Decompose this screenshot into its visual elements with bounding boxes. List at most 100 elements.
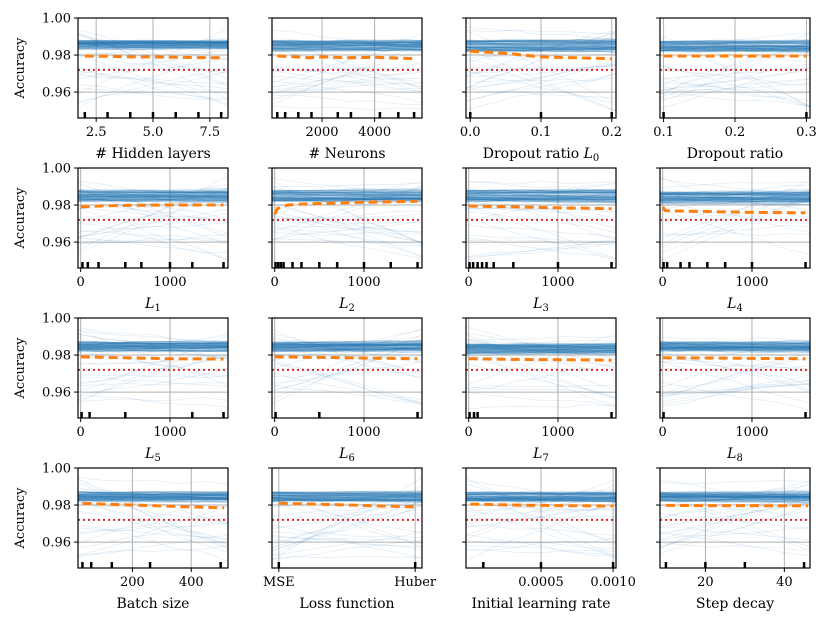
panel-9-plot-area [78, 318, 228, 418]
ice-line [272, 344, 422, 347]
ice-line-outlier [272, 556, 422, 560]
ice-line [78, 199, 228, 203]
ice-line [660, 492, 810, 496]
panel-title: L5 [144, 446, 161, 464]
ice-line [466, 348, 616, 351]
ice-line-outlier [272, 33, 422, 88]
x-tick-label: 2.5 [86, 125, 107, 140]
ice-line-outlier [660, 374, 810, 404]
ice-line [78, 497, 228, 501]
ice-line [660, 198, 810, 202]
ice-line [272, 42, 422, 46]
ice-line [78, 492, 228, 495]
ice-line [272, 197, 422, 201]
ice-line [78, 39, 228, 43]
ice-line-outlier [272, 361, 422, 384]
ice-line-outlier [466, 206, 616, 211]
ice-line-outlier [660, 197, 810, 223]
ice-line [272, 40, 422, 44]
ice-line [660, 45, 810, 49]
ice-line [466, 349, 616, 353]
ice-line-outlier [660, 39, 810, 50]
ice-line [466, 351, 616, 355]
ice-line [272, 190, 422, 194]
ice-line [78, 191, 228, 194]
ice-line [272, 342, 422, 345]
ice-line [660, 199, 810, 203]
ice-line [272, 198, 422, 203]
ice-line [660, 496, 810, 499]
ice-line [466, 197, 616, 200]
ice-line [272, 349, 422, 352]
ice-line [660, 342, 810, 346]
ice-line-outlier [78, 222, 228, 233]
ice-line [660, 200, 810, 204]
ice-line [272, 492, 422, 495]
ice-line [78, 494, 228, 498]
ice-line [78, 493, 228, 497]
ice-line [660, 343, 810, 347]
ice-line [466, 43, 616, 46]
ice-line-outlier [466, 345, 616, 400]
ice-line-outlier [272, 342, 422, 362]
ice-line-outlier [660, 198, 810, 261]
ice-line [660, 40, 810, 44]
ice-line [78, 44, 228, 48]
ice-line [660, 193, 810, 197]
ice-line-outlier [78, 175, 228, 252]
ice-line [466, 196, 616, 199]
ice-line [272, 342, 422, 346]
ice-line [466, 498, 616, 502]
ice-line [660, 196, 810, 200]
ice-line-outlier [78, 535, 228, 558]
ice-line [466, 42, 616, 46]
ice-line [78, 45, 228, 48]
ice-line [78, 41, 228, 45]
ice-line [466, 43, 616, 46]
ice-line [466, 39, 616, 43]
ice-line [466, 191, 616, 194]
ice-line [466, 193, 616, 197]
ice-line [272, 195, 422, 199]
ice-line-outlier [660, 383, 810, 397]
ice-line [78, 195, 228, 199]
ice-line-outlier [78, 70, 228, 104]
panel-2-plot-area [272, 18, 422, 118]
ice-line [272, 494, 422, 497]
ice-line [78, 496, 228, 500]
ice-line [78, 344, 228, 347]
ice-line [466, 45, 616, 49]
ice-line-outlier [660, 32, 810, 96]
x-tick-label: 1000 [153, 275, 186, 290]
ice-line-outlier [78, 355, 228, 385]
ice-line [78, 491, 228, 495]
ice-line [466, 343, 616, 348]
ice-line [660, 340, 810, 344]
ice-line [466, 498, 616, 502]
ice-line [78, 490, 228, 493]
ice-line [660, 48, 810, 51]
ice-line [78, 496, 228, 500]
ice-line [78, 194, 228, 197]
ice-line [272, 344, 422, 347]
ice-line [660, 349, 810, 352]
ice-line [272, 42, 422, 45]
ice-line [272, 198, 422, 202]
ice-line-outlier [78, 486, 228, 549]
ice-line-outlier [78, 207, 228, 261]
ice-line [466, 188, 616, 192]
ice-line-outlier [78, 481, 228, 549]
panel-8-plot-area [660, 168, 810, 268]
ice-line-outlier [466, 237, 616, 260]
ice-line-outlier [660, 482, 810, 550]
ice-line-outlier [660, 70, 810, 91]
ice-line [660, 49, 810, 53]
ice-line [78, 195, 228, 198]
ice-line [272, 492, 422, 496]
ice-line-outlier [78, 333, 228, 362]
ice-line [78, 499, 228, 502]
ice-line [272, 197, 422, 201]
ice-line [78, 494, 228, 498]
ice-line-outlier [78, 34, 228, 85]
